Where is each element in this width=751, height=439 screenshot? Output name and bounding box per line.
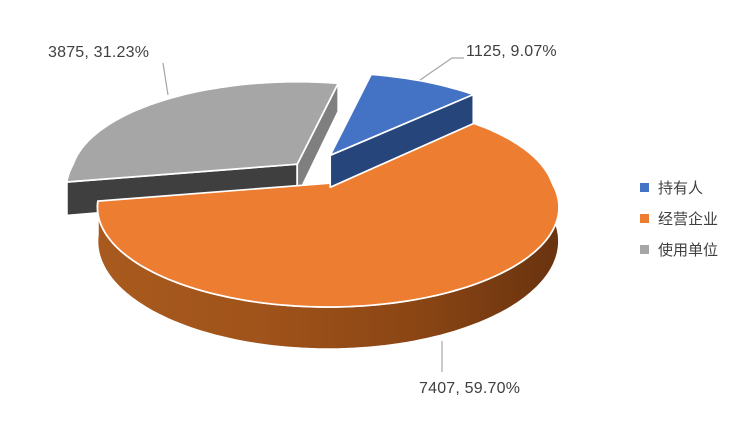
legend: 持有人 经营企业 使用单位	[640, 177, 718, 270]
leader-line-slice-user-unit	[162, 62, 169, 96]
legend-label-holder: 持有人	[658, 179, 704, 197]
slice-operating-company-top	[96, 121, 560, 308]
legend-item-holder: 持有人	[640, 177, 718, 197]
data-label-operating-company-slice: 7407, 59.70%	[419, 380, 521, 397]
data-label-user-unit-slice: 3875, 31.23%	[48, 44, 150, 61]
legend-item-operating-company: 经营企业	[640, 208, 718, 228]
legend-marker-operating-company	[640, 213, 649, 223]
leader-line-slice-holder	[419, 57, 464, 81]
data-label-holder-slice: 1125, 9.07%	[466, 43, 557, 60]
legend-label-operating-company: 经营企业	[658, 210, 719, 228]
legend-item-user-unit: 使用单位	[640, 239, 718, 259]
legend-marker-holder	[640, 182, 649, 192]
slice-user-unit-top	[66, 80, 340, 183]
legend-label-user-unit: 使用单位	[658, 241, 719, 259]
slice-holder-top	[329, 73, 475, 157]
legend-marker-user-unit	[640, 244, 649, 254]
